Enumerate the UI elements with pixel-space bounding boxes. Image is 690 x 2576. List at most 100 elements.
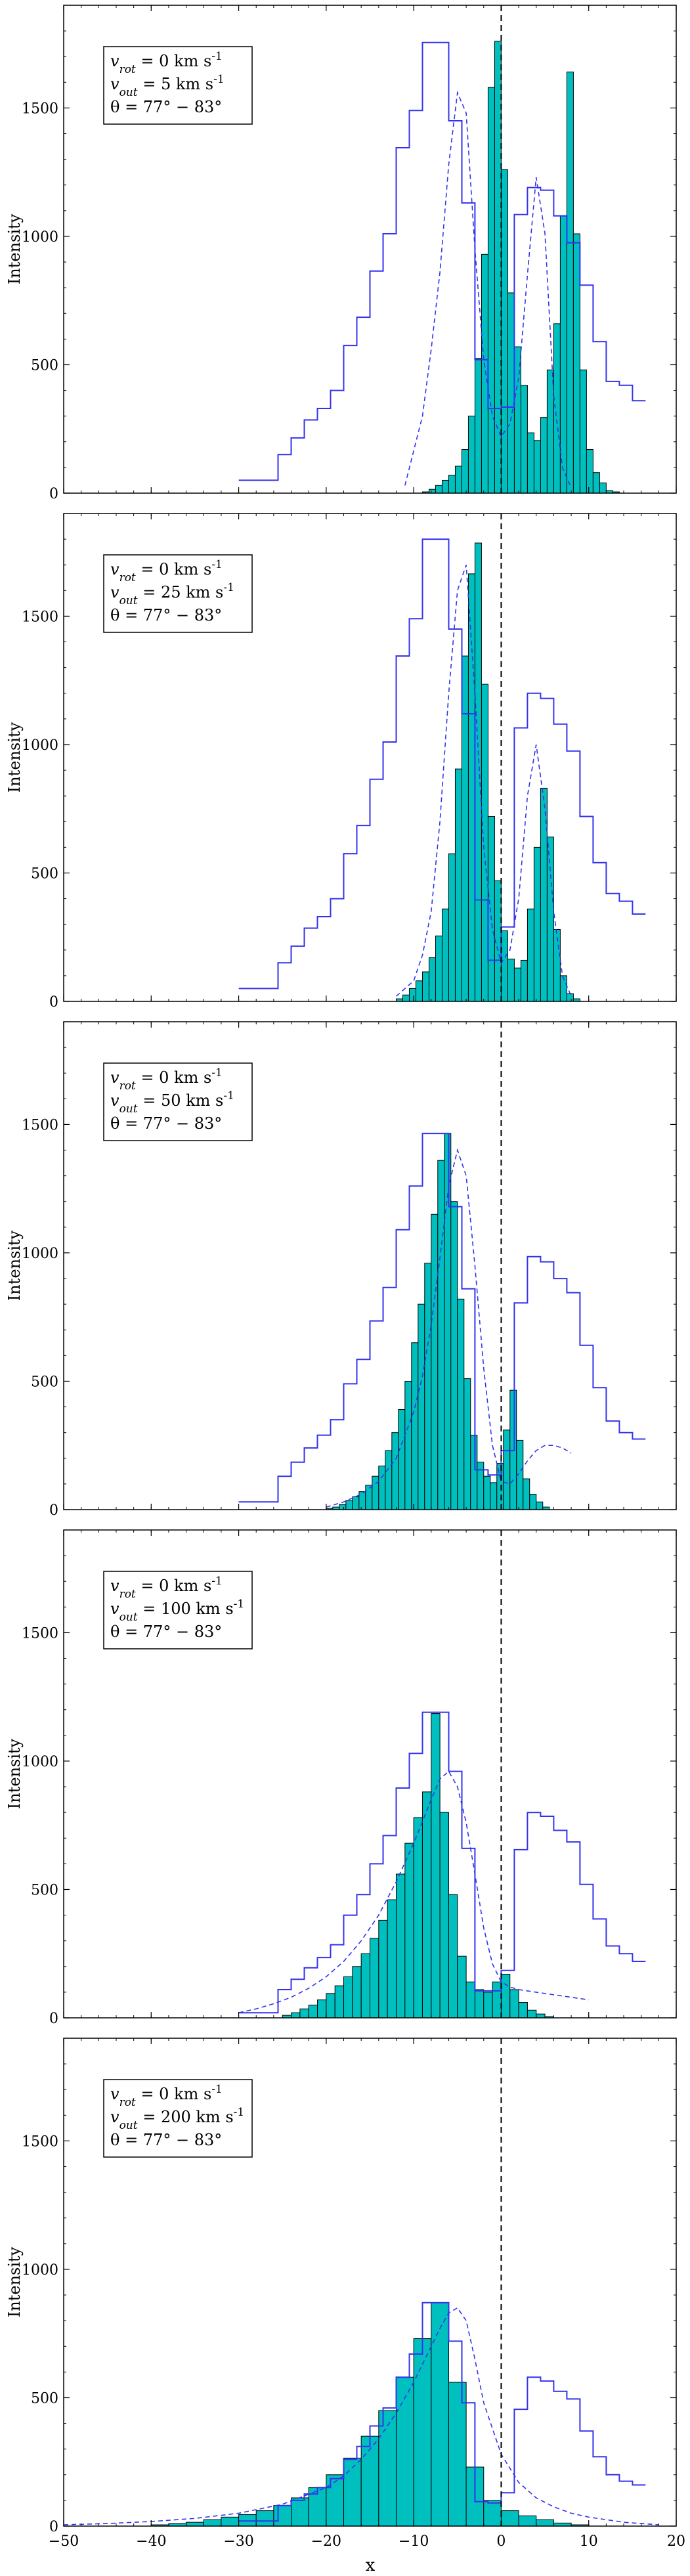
chart-panel-1: 0 500 1000 1500 Intensity vrot = 0 km s-1vout… — [5, 5, 677, 502]
y-tick-label: 1500 — [22, 100, 58, 117]
chart-panel-3: 0 500 1000 1500 Intensity vrot = 0 km s-1vout… — [5, 1021, 677, 1519]
annotation-box — [103, 2079, 253, 2158]
histogram-bar — [334, 1985, 345, 2018]
histogram-bar — [435, 485, 442, 493]
histogram-bar — [428, 489, 436, 493]
histogram-bar — [487, 816, 495, 1001]
histogram-bar — [483, 1992, 493, 2018]
histogram-bar — [431, 1213, 439, 1510]
annotation-line: vout = 100 km s-1 — [110, 1598, 244, 1624]
histogram-bar — [527, 432, 534, 493]
step-line — [238, 1711, 646, 2014]
histogram-bar — [492, 1981, 502, 2018]
annotation-line: vout = 200 km s-1 — [110, 2106, 244, 2132]
chart-panel-2: 0 500 1000 1500 Intensity vrot = 0 km s-1vout… — [5, 513, 677, 1011]
x-tick-label: −10 — [399, 2533, 429, 2550]
y-tick-label: 0 — [49, 994, 58, 1011]
histogram-bar — [352, 1496, 360, 1510]
annotation-line: vout = 50 km s-1 — [110, 1089, 234, 1116]
histogram-bar — [540, 417, 548, 493]
histogram-bar — [291, 2012, 301, 2018]
histogram-bar — [441, 908, 449, 1001]
y-axis-label: Intensity — [5, 1230, 24, 1301]
histogram-bar — [529, 1494, 537, 1510]
histogram-bar — [518, 2002, 528, 2018]
step-line — [238, 2302, 646, 2522]
histogram-bar — [509, 1389, 517, 1510]
histogram-bar — [299, 2008, 309, 2018]
annotation-line: vout = 5 km s-1 — [110, 73, 225, 99]
step-line — [238, 41, 646, 481]
dashed-fit-line — [326, 1148, 572, 1508]
y-tick-label: 1000 — [22, 1246, 58, 1262]
histogram-bar — [437, 1160, 445, 1510]
y-tick-label: 500 — [31, 357, 58, 374]
histogram-bar — [360, 1953, 371, 2018]
annotation-line: θ = 77° − 83° — [110, 1114, 222, 1133]
histogram-bar — [474, 1989, 485, 2018]
histogram-bar — [395, 1873, 406, 2018]
annotation-box — [103, 1062, 253, 1141]
histogram-bar — [221, 2516, 240, 2526]
histogram-bar — [487, 87, 495, 493]
histogram-bar — [431, 2302, 449, 2526]
histogram-bar — [378, 1919, 388, 2018]
histogram-bar — [509, 1989, 519, 2018]
histogram-bar — [520, 959, 528, 1001]
histogram-bar — [483, 1475, 491, 1510]
y-axis-label: Intensity — [5, 722, 24, 793]
histogram-bar — [467, 573, 475, 1001]
histogram-bar — [474, 542, 482, 1001]
x-tick-label: −20 — [311, 2533, 341, 2550]
histogram-bar — [352, 1966, 362, 2018]
histogram-bar — [448, 475, 456, 493]
histogram-bar — [500, 930, 508, 1001]
annotation-line: vrot = 0 km s-1 — [110, 2083, 223, 2109]
histogram-bar — [411, 1342, 419, 1510]
histogram-bar — [494, 41, 502, 493]
histogram-bar — [391, 1432, 399, 1510]
histogram-bar — [559, 975, 567, 1001]
chart-panel-5: 0 500 1000 1500 Intensity vrot = 0 km s-1vout… — [5, 2038, 685, 2550]
histogram-bar — [370, 1938, 379, 2018]
histogram-bar — [579, 369, 587, 493]
y-tick-label: 0 — [49, 486, 58, 502]
histogram-bar — [518, 2515, 537, 2526]
y-tick-label: 500 — [31, 1882, 58, 1898]
step-line — [238, 1133, 646, 1503]
histogram-bar — [408, 988, 416, 1001]
y-tick-label: 1500 — [22, 1625, 58, 1642]
annotation-line: vrot = 0 km s-1 — [110, 558, 223, 584]
histogram-bar — [572, 233, 580, 493]
plot-area — [238, 41, 646, 493]
annotation-line: vrot = 0 km s-1 — [110, 1066, 223, 1093]
y-tick-label: 0 — [49, 1502, 58, 1519]
y-tick-label: 1500 — [22, 609, 58, 625]
histogram-bar — [546, 369, 554, 493]
annotation-line: θ = 77° − 83° — [110, 1623, 222, 1641]
histogram-bar — [553, 929, 561, 1001]
annotation-box — [103, 1571, 253, 1649]
histogram-bar — [273, 2505, 292, 2526]
histogram-bar — [457, 1298, 465, 1510]
y-tick-label: 0 — [49, 2011, 58, 2027]
histogram-bar — [448, 1894, 458, 2018]
histogram-bar — [428, 957, 436, 1001]
histogram-bar — [483, 2500, 502, 2526]
histogram-bar — [326, 2474, 345, 2526]
annotation-line: vrot = 0 km s-1 — [110, 1575, 223, 1601]
annotation-line: θ = 77° − 83° — [110, 98, 222, 116]
histogram-bar — [413, 2338, 432, 2526]
histogram-bar — [378, 2410, 397, 2526]
histogram-bar — [533, 440, 541, 493]
histogram-bar — [186, 2521, 204, 2526]
histogram-bar — [385, 1450, 393, 1510]
histogram-bar — [360, 2435, 379, 2526]
histogram-bar — [536, 1501, 544, 1510]
histogram-bar — [467, 416, 475, 493]
histogram-bar — [536, 2519, 554, 2526]
histogram-bar — [343, 1976, 353, 2018]
x-tick-label: −40 — [136, 2533, 166, 2550]
histogram-bar — [474, 358, 482, 493]
